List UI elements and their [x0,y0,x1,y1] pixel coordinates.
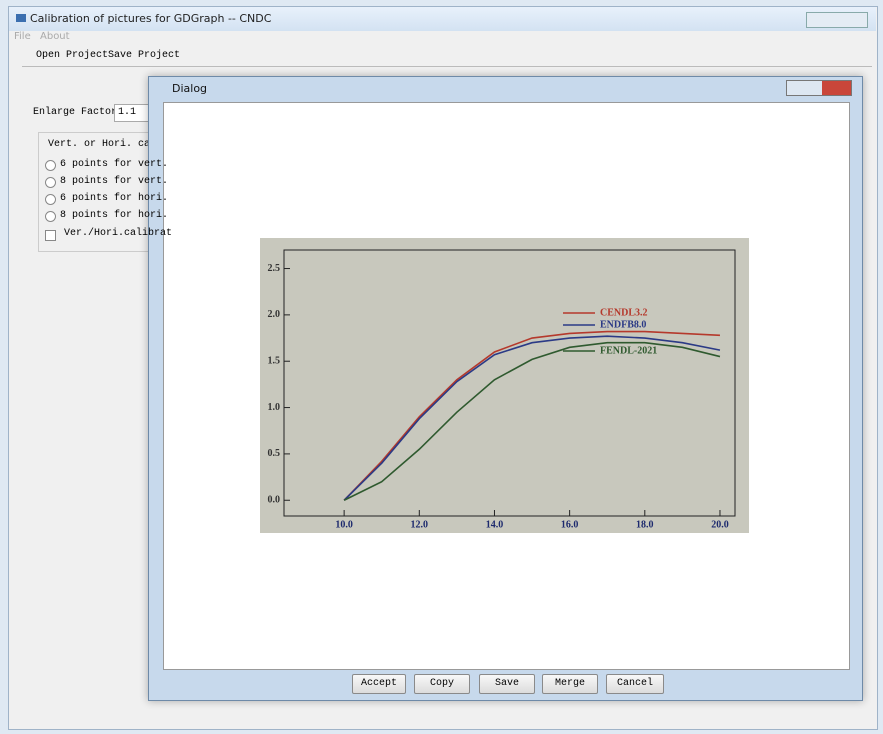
radio-button[interactable] [45,211,56,222]
x-tick-label: 16.0 [561,519,579,530]
menu-about[interactable]: About [40,31,70,42]
radio-label: 6 points for vert. [60,159,168,170]
enlarge-label: Enlarge Factor: [33,107,123,118]
radio-label: 6 points for hori. [60,193,168,204]
y-tick-label: 1.0 [268,402,281,413]
x-tick-label: 20.0 [711,519,729,530]
window-title: Calibration of pictures for GDGraph -- C… [30,12,271,25]
photo-background [260,238,749,533]
radio-label: 8 points for hori. [60,210,168,221]
x-tick-label: 18.0 [636,519,654,530]
radio-button[interactable] [45,194,56,205]
chart-image: 10.0 12.0 14.0 16.0 18.0 20.0 0.0 0.5 1.0 1.5 2.0 2… [260,238,749,533]
toolbar-save[interactable]: Save Project [108,50,180,61]
dialog-button[interactable]: Accept [352,674,406,694]
legend-label: FENDL-2021 [600,345,657,356]
radio-button[interactable] [45,160,56,171]
x-tick-label: 10.0 [335,519,353,530]
dialog-button[interactable]: Save [479,674,535,694]
legend-label: CENDL3.2 [600,307,648,318]
y-tick-label: 0.0 [268,495,281,506]
checkbox[interactable] [45,230,56,241]
screen: Calibration of pictures for GDGraph -- C… [0,0,883,734]
dialog-title: Dialog [172,82,207,95]
x-tick-label: 14.0 [486,519,504,530]
y-tick-label: 2.5 [268,263,281,274]
radio-label: 8 points for vert. [60,176,168,187]
x-tick-label: 12.0 [411,519,429,530]
radio-button[interactable] [45,177,56,188]
dialog-button[interactable]: Merge [542,674,598,694]
y-tick-label: 2.0 [268,309,281,320]
y-tick-label: 1.5 [268,356,281,367]
toolbar-open[interactable]: Open Project [36,50,108,61]
dialog-button[interactable]: Cancel [606,674,664,694]
toolbar-line [22,66,872,67]
legend-label: ENDFB8.0 [600,319,646,330]
checkbox-label: Ver./Hori.calibrat [64,228,172,239]
app-icon [16,14,26,22]
window-controls[interactable] [806,12,868,28]
y-tick-label: 0.5 [268,448,281,459]
dialog-controls[interactable] [786,80,852,96]
menu-file[interactable]: File [14,31,31,42]
dialog-button[interactable]: Copy [414,674,470,694]
